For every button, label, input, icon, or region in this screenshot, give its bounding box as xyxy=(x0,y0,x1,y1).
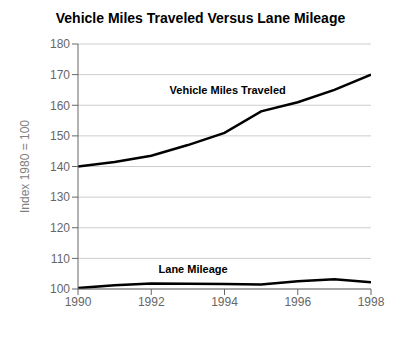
svg-text:1994: 1994 xyxy=(211,295,238,309)
svg-text:110: 110 xyxy=(51,252,70,266)
svg-text:Index 1980 = 100: Index 1980 = 100 xyxy=(18,120,32,213)
svg-text:1998: 1998 xyxy=(358,295,385,309)
svg-text:100: 100 xyxy=(50,282,70,296)
svg-text:150: 150 xyxy=(50,129,70,143)
svg-text:170: 170 xyxy=(50,68,70,82)
svg-text:180: 180 xyxy=(50,37,70,51)
svg-text:160: 160 xyxy=(50,99,70,113)
svg-text:130: 130 xyxy=(50,190,70,204)
svg-text:1992: 1992 xyxy=(138,295,165,309)
svg-text:1990: 1990 xyxy=(65,295,92,309)
svg-text:120: 120 xyxy=(50,221,70,235)
svg-text:140: 140 xyxy=(50,160,70,174)
svg-text:1996: 1996 xyxy=(284,295,311,309)
svg-text:Lane Mileage: Lane Mileage xyxy=(159,263,228,275)
svg-text:Vehicle Miles Traveled: Vehicle Miles Traveled xyxy=(170,84,286,96)
html-text:Vehicle Miles Traveled Versus: Vehicle Miles Traveled Versus Lane Milea… xyxy=(55,10,346,26)
